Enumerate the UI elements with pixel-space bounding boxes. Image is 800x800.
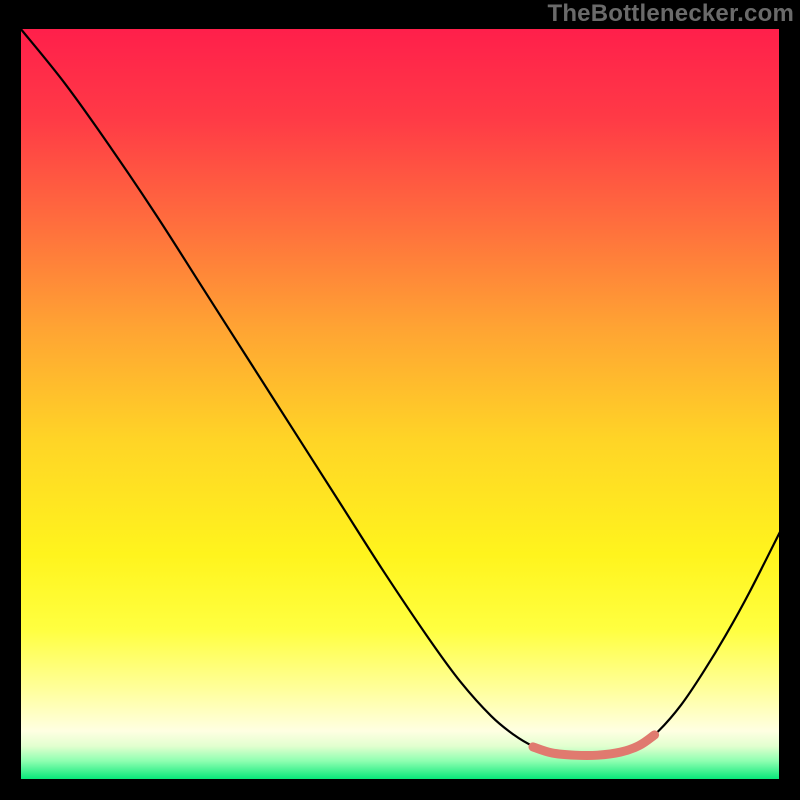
chart-container: TheBottlenecker.com (0, 0, 800, 800)
chart-background-gradient (20, 28, 780, 780)
watermark-text: TheBottlenecker.com (547, 0, 794, 28)
bottleneck-curve-chart (0, 0, 800, 800)
